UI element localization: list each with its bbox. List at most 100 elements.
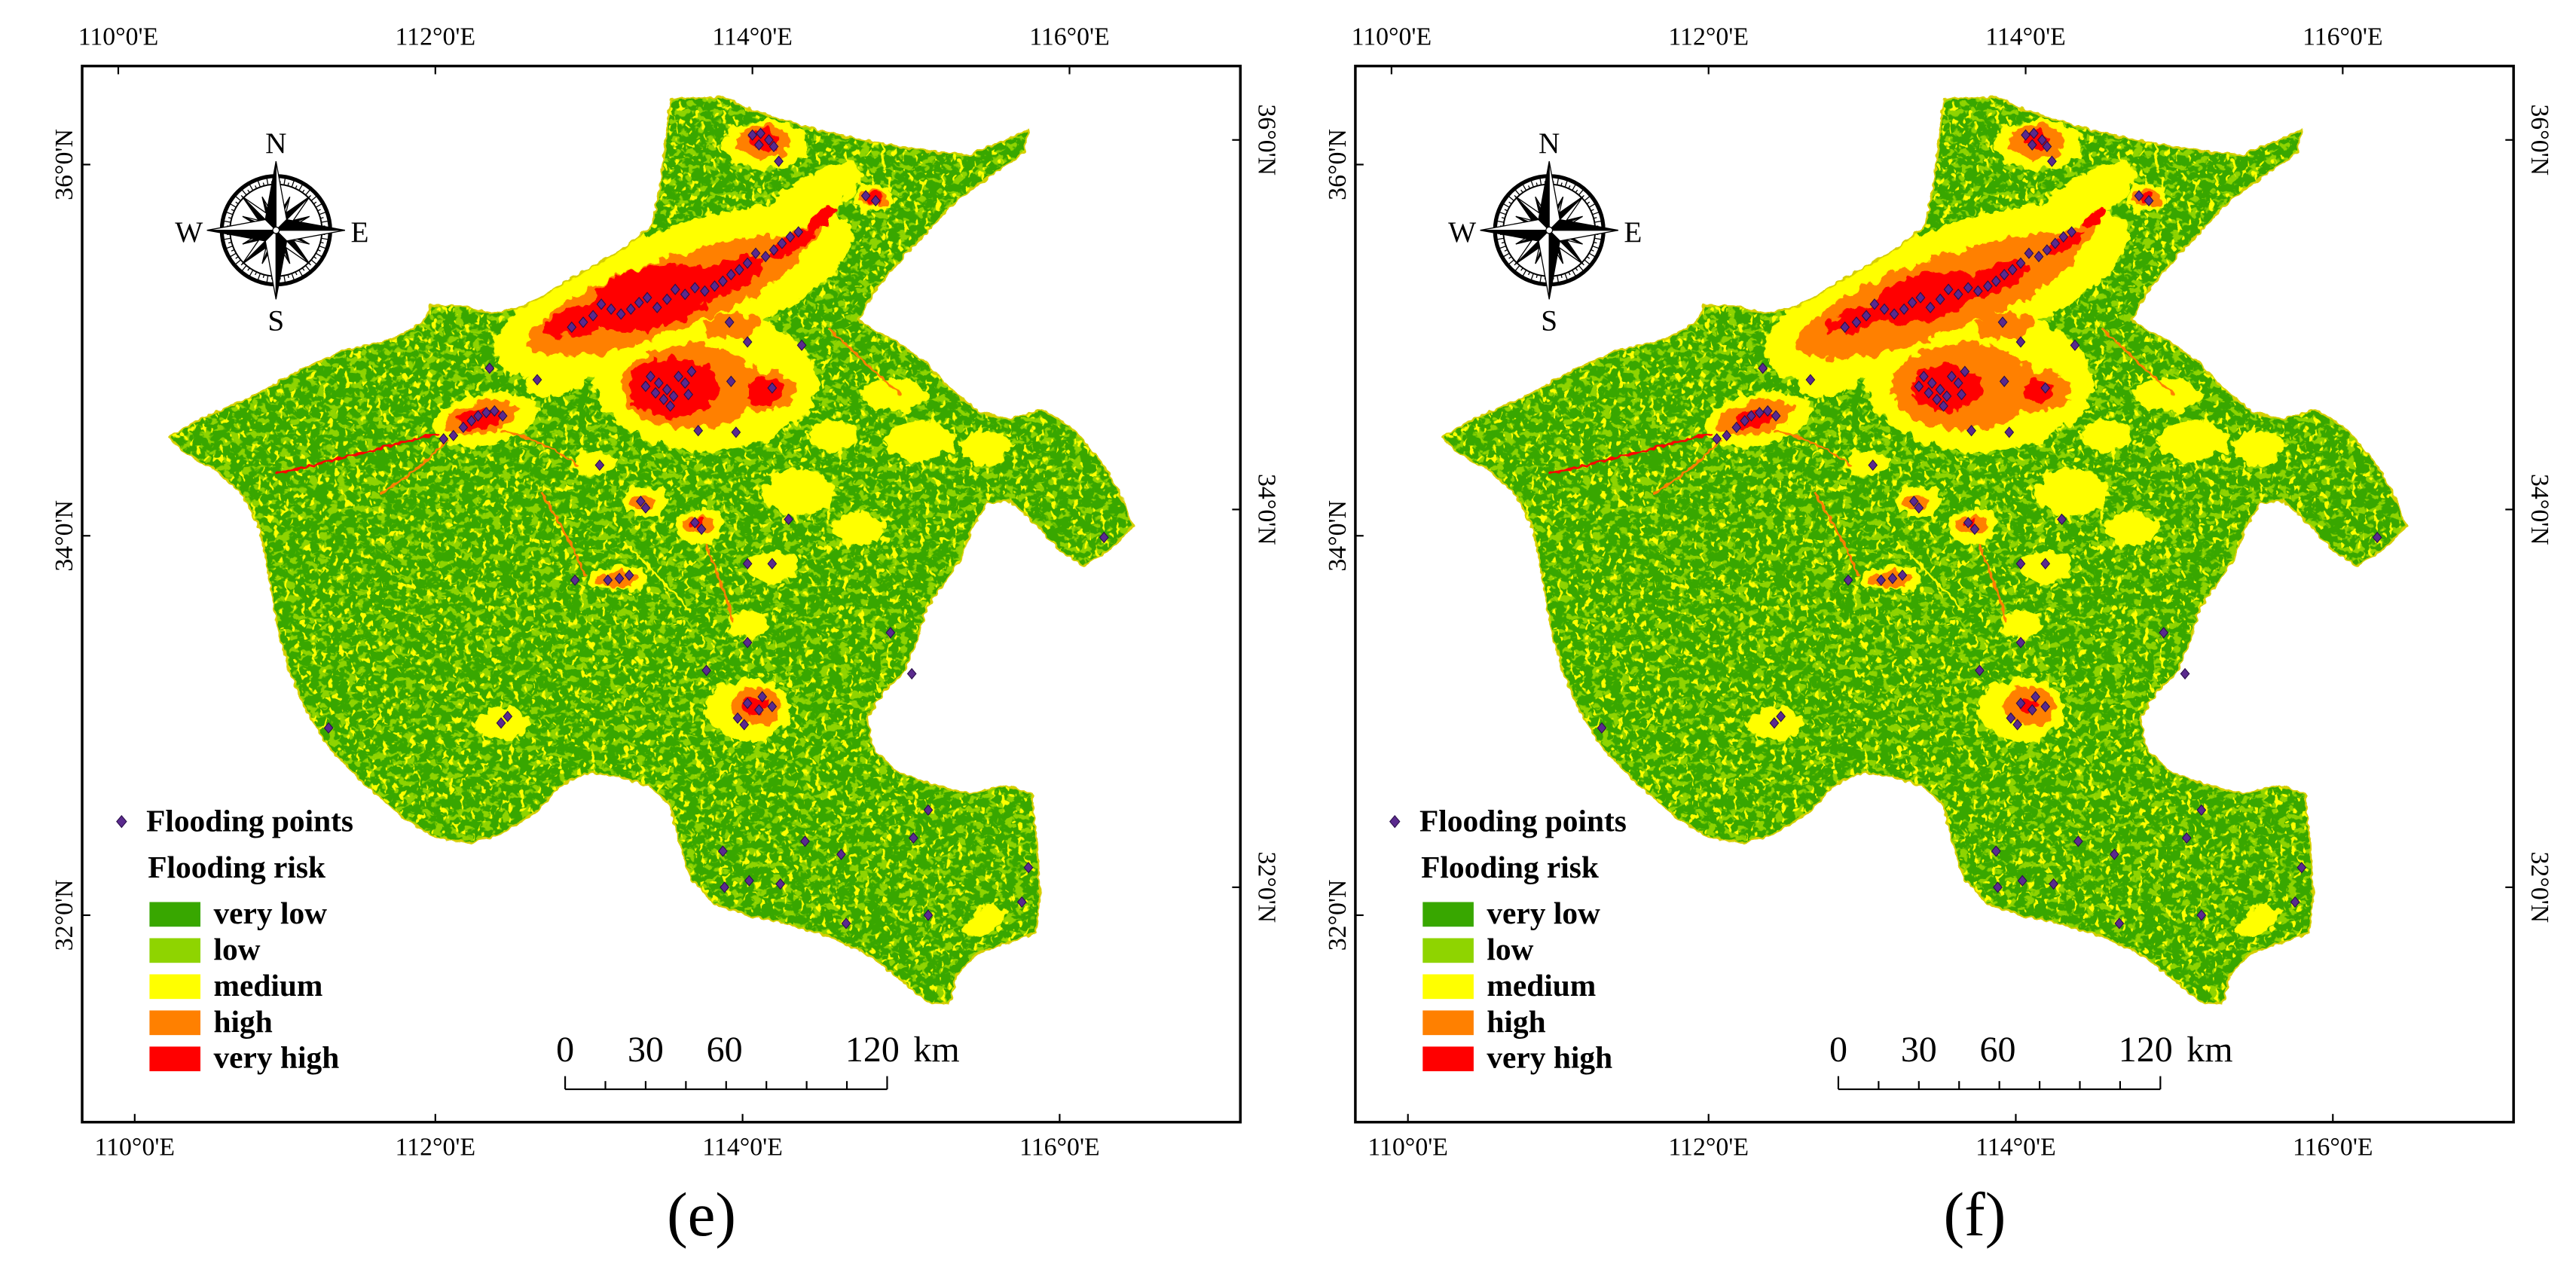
flooding-point: [734, 264, 744, 276]
flooding-point: [2040, 557, 2051, 569]
legend-risk-title: Flooding risk: [1421, 850, 1599, 884]
risk-channels: [274, 328, 902, 623]
flooding-point: [923, 804, 934, 817]
flooding-point: [1993, 881, 2003, 893]
flooding-point: [2144, 194, 2154, 207]
flooding-point: [731, 426, 741, 438]
flooding-point: [1722, 429, 1732, 441]
flooding-point: [1915, 292, 1926, 304]
latitude-label-right: 34°0'N: [2526, 474, 2553, 545]
latitude-label-left: 36°0'N: [1324, 129, 1352, 200]
flooding-point: [481, 407, 491, 419]
compass-ring-tick: [283, 177, 286, 185]
flooding-point: [596, 298, 607, 310]
compass-ring-tick: [247, 267, 250, 271]
flooding-point: [764, 134, 774, 146]
compass-ring-tick: [231, 249, 235, 252]
flooding-point: [686, 365, 697, 377]
flooding-point: [594, 459, 605, 472]
risk-channel: [380, 439, 448, 494]
risk-area-medium: [2156, 420, 2230, 461]
risk-area-medium: [2134, 377, 2202, 411]
compass-ring-tick: [305, 265, 311, 272]
risk-area-high: [1979, 312, 2034, 340]
compass-ring-tick: [1592, 211, 1600, 215]
flooding-point: [1943, 283, 1954, 295]
compass-ring-tick: [257, 179, 261, 188]
flooding-point: [1712, 432, 1722, 445]
risk-area-medium: [1846, 450, 1890, 478]
legend-class-label: very low: [213, 896, 327, 930]
legend-swatch: [149, 1010, 201, 1036]
flooding-point: [646, 371, 655, 383]
compass-ring-tick: [313, 256, 317, 259]
scale-bar-label: 120: [2119, 1030, 2173, 1070]
risk-channels: [1548, 328, 2175, 623]
risk-area-medium: [2026, 162, 2137, 240]
flooding-point: [1776, 710, 1786, 722]
flooding-point: [1908, 495, 1919, 508]
flooding-point: [2027, 139, 2037, 151]
flooding-point: [614, 572, 625, 585]
flooding-point: [1935, 383, 1945, 395]
flooding-point: [1932, 393, 1942, 405]
longitude-label-top: 112°0'E: [1668, 23, 1749, 50]
compass-point: [206, 218, 277, 231]
legend-class-label: very low: [1487, 896, 1600, 930]
flooding-point: [652, 301, 662, 313]
flooding-point: [2015, 336, 2026, 348]
flooding-point: [1897, 569, 1908, 582]
flooding-point: [1914, 380, 1924, 392]
flooding-point: [1914, 502, 1924, 514]
flooding-point: [650, 386, 661, 399]
flooding-point: [689, 517, 700, 529]
compass-ring-tick: [1594, 220, 1603, 223]
scale-bar-label: 0: [556, 1030, 574, 1070]
compass-ring-tick: [1572, 183, 1577, 191]
latitude-label-left: 34°0'N: [1324, 500, 1352, 572]
compass-ring-tick: [319, 211, 327, 215]
flooding-point: [870, 194, 881, 207]
compass-ring-tick: [234, 259, 241, 265]
flooding-point: [680, 289, 690, 301]
flooding-point: [774, 155, 784, 167]
flooding-point: [578, 316, 588, 328]
flooding-point: [726, 268, 736, 281]
flooding-point: [659, 393, 669, 405]
flooding-point: [1840, 321, 1850, 333]
legend-swatch: [149, 1046, 201, 1072]
flooding-point: [2134, 190, 2144, 202]
compass-ring-tick: [1508, 259, 1514, 265]
compass-ring-tick: [287, 182, 289, 186]
compass-ring-tick: [266, 177, 269, 185]
risk-channel: [1548, 432, 1712, 475]
compass-ring-tick: [1586, 201, 1591, 205]
flooding-point: [2058, 231, 2069, 243]
flooding-point: [732, 712, 743, 724]
flooding-point: [2031, 691, 2040, 703]
flooding-point: [785, 231, 796, 243]
compass-ring-tick: [1564, 273, 1569, 281]
compass-ring-tick: [262, 182, 265, 186]
flooding-point: [769, 244, 779, 256]
risk-channel: [541, 492, 586, 577]
compass-ring-tick: [235, 201, 239, 205]
flooding-point: [1953, 377, 1963, 389]
risk-area-very-high: [2082, 208, 2107, 230]
legend: Flooding points Flooding risk very lowlowm…: [116, 804, 353, 1075]
compass-ring-tick: [1572, 270, 1577, 277]
flooding-point: [2027, 704, 2037, 716]
compass-ring-tick: [1588, 252, 1596, 258]
compass-ring-tick: [1578, 188, 1584, 196]
latitude-label-right: 34°0'N: [1252, 474, 1280, 545]
flooding-point: [1947, 371, 1957, 383]
compass-ring-tick: [315, 252, 323, 258]
compass-ring-tick: [1499, 245, 1507, 249]
compass-east-letter: E: [1624, 216, 1642, 249]
compass-ring-tick: [1499, 211, 1507, 215]
scale-bar-label: 60: [707, 1030, 743, 1070]
flooding-point: [908, 832, 918, 844]
diamond-marker-icon: [1389, 814, 1401, 829]
flooding-point: [323, 722, 334, 734]
flooding-point: [2114, 917, 2125, 930]
